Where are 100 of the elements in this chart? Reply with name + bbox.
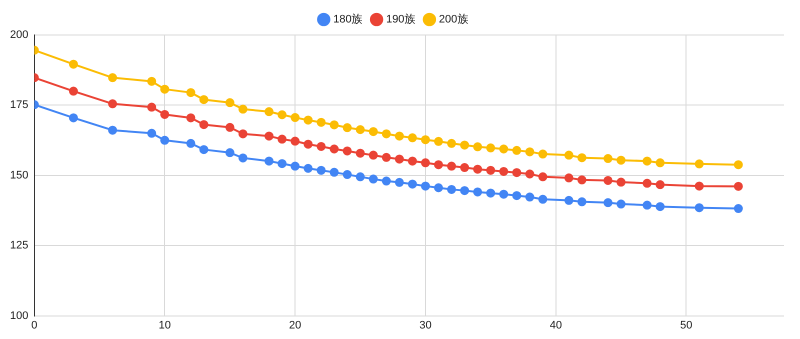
point — [290, 113, 300, 122]
point — [564, 173, 574, 182]
point — [147, 128, 156, 138]
point — [264, 156, 274, 166]
point — [368, 150, 378, 160]
point — [499, 166, 508, 176]
point — [330, 120, 339, 130]
point — [368, 174, 378, 184]
point — [382, 152, 391, 162]
x-tick-label: 40 — [550, 319, 562, 332]
point — [68, 60, 78, 69]
point — [460, 186, 470, 196]
point — [434, 136, 444, 146]
point — [382, 129, 391, 138]
point — [342, 146, 352, 156]
point — [290, 136, 300, 146]
point — [304, 116, 313, 125]
point — [160, 136, 170, 145]
point — [473, 142, 482, 152]
point — [238, 153, 248, 162]
point — [186, 88, 196, 98]
point — [525, 147, 534, 156]
point — [368, 127, 378, 136]
point — [603, 154, 612, 164]
point — [577, 175, 586, 184]
x-tick-label: 20 — [288, 319, 302, 332]
legend-label: 190族 — [386, 12, 416, 26]
point — [304, 140, 313, 149]
point — [225, 122, 234, 132]
point — [512, 168, 522, 178]
point — [616, 200, 626, 209]
point — [694, 159, 704, 168]
point — [186, 138, 196, 148]
point — [199, 145, 208, 154]
point — [603, 176, 612, 185]
legend-label: 200族 — [438, 12, 468, 26]
point — [694, 182, 704, 191]
point — [382, 176, 391, 186]
point — [460, 140, 470, 150]
point — [694, 203, 704, 212]
point — [147, 76, 156, 86]
point — [512, 191, 522, 200]
x-tick-label: 30 — [419, 319, 432, 332]
y-tick-label: 150 — [10, 169, 28, 182]
point — [525, 192, 534, 202]
point — [447, 138, 456, 148]
point — [408, 156, 417, 166]
point — [199, 95, 208, 104]
point — [577, 197, 586, 206]
point — [356, 148, 365, 158]
point — [290, 162, 300, 171]
y-tick-label: 125 — [10, 240, 28, 252]
y-tick-label: 100 — [10, 310, 28, 322]
point — [734, 182, 743, 191]
point — [316, 166, 326, 175]
point — [642, 178, 652, 188]
point — [304, 164, 313, 173]
point — [199, 120, 208, 130]
point — [394, 132, 404, 141]
point — [656, 202, 665, 212]
point — [486, 188, 496, 198]
point — [420, 135, 430, 144]
point — [473, 187, 482, 196]
y-tick-label: 200 — [10, 29, 28, 42]
point — [420, 158, 430, 168]
point — [160, 110, 170, 119]
point — [616, 156, 626, 165]
point — [147, 102, 156, 112]
point — [278, 110, 287, 120]
point — [486, 143, 496, 152]
point — [238, 104, 248, 114]
y-tick-label: 175 — [10, 99, 28, 112]
point — [512, 146, 522, 155]
point — [264, 132, 274, 141]
point — [394, 154, 404, 164]
point — [225, 148, 234, 158]
x-tick-label: 50 — [680, 319, 692, 332]
point — [225, 98, 234, 108]
x-tick-label: 0 — [31, 319, 38, 332]
point — [356, 172, 365, 182]
point — [408, 180, 417, 189]
point — [447, 162, 456, 171]
point — [734, 160, 743, 170]
point — [68, 113, 78, 122]
point — [408, 133, 417, 142]
point — [473, 164, 482, 174]
point — [278, 134, 287, 144]
point — [564, 196, 574, 205]
point — [616, 178, 626, 187]
point — [68, 86, 78, 96]
point — [420, 182, 430, 191]
point — [538, 194, 548, 204]
point — [499, 144, 508, 154]
legend-label: 180族 — [333, 12, 363, 26]
point — [186, 113, 196, 122]
point — [238, 129, 248, 138]
point — [316, 142, 326, 151]
point — [108, 126, 118, 135]
point — [342, 170, 352, 180]
point — [108, 73, 118, 82]
